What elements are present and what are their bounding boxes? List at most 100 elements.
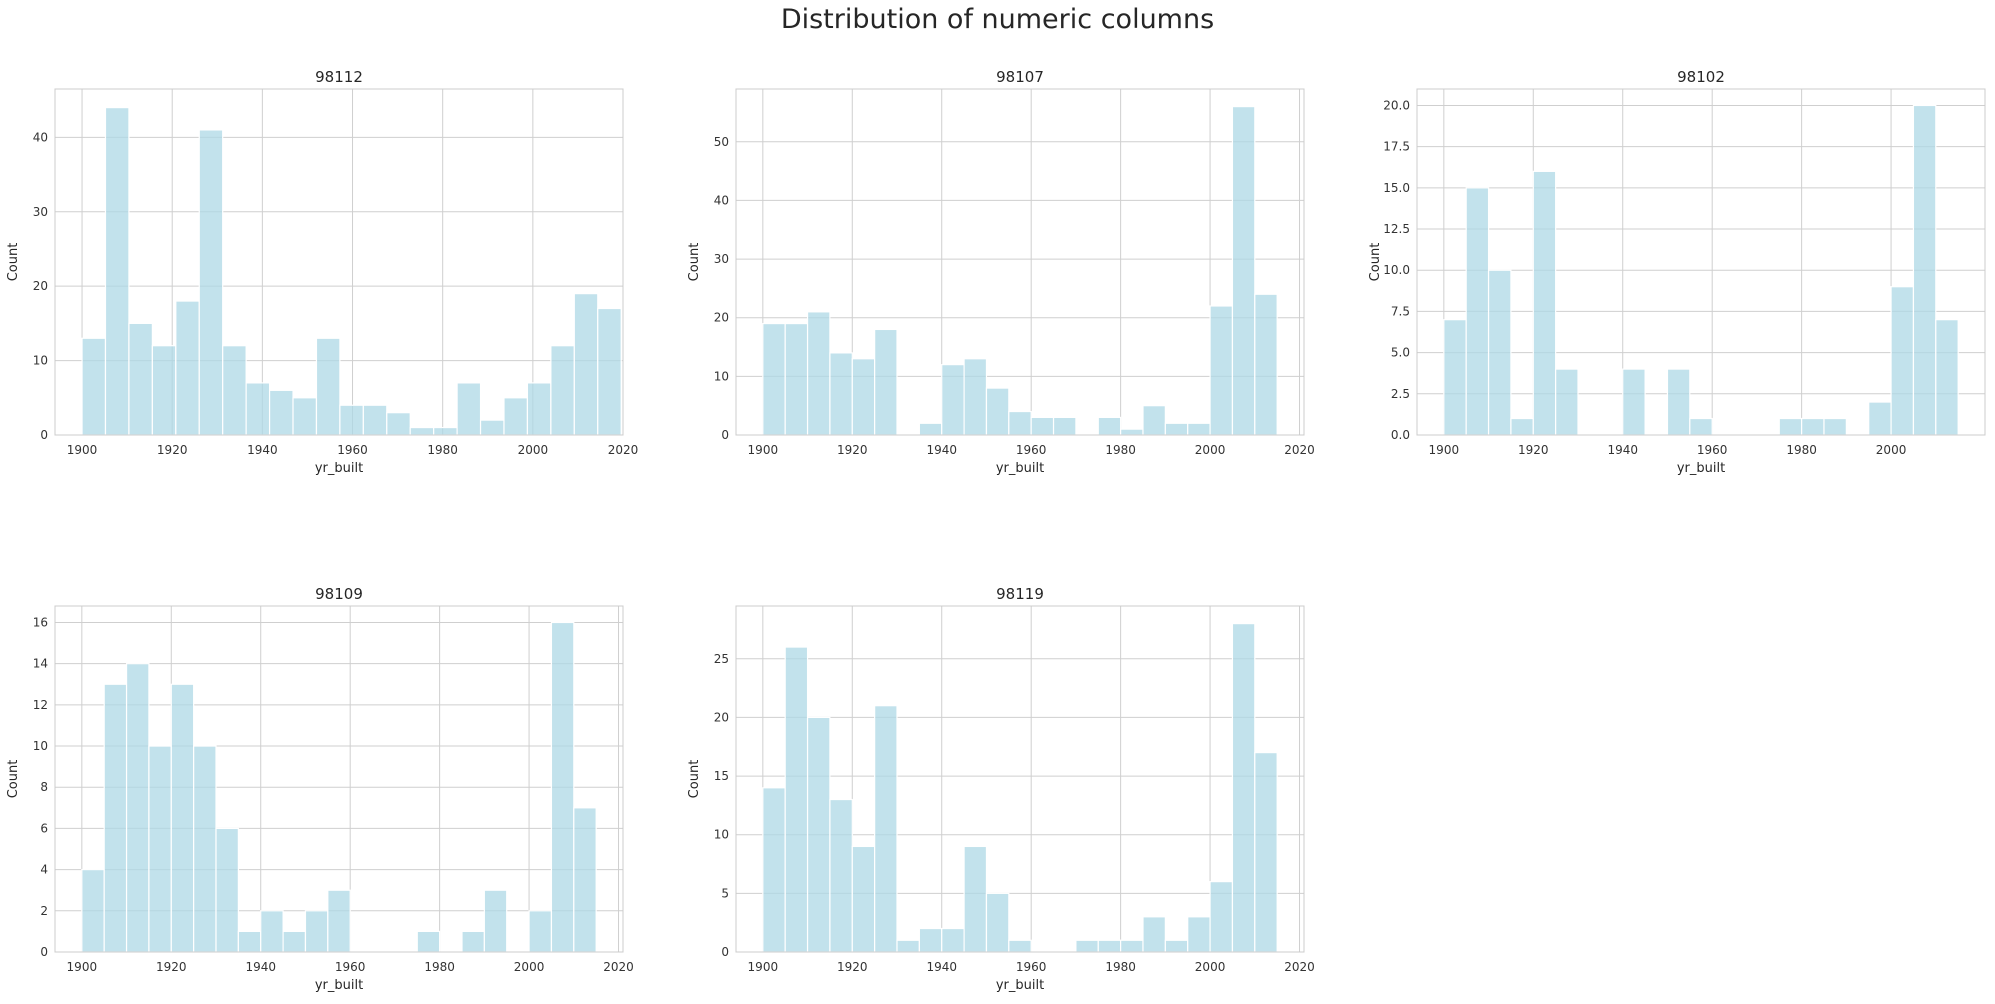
x-tick-label: 2000 [518, 443, 549, 457]
histogram-bar [806, 716, 831, 953]
y-tick-label: 2.5 [1391, 387, 1410, 401]
histogram-bar [1142, 405, 1166, 436]
y-axis-label: Count [6, 243, 21, 282]
histogram-bar [1120, 939, 1144, 953]
axes-frame [735, 605, 1305, 953]
x-tick-label: 1900 [748, 443, 779, 457]
y-tick-label: 2 [40, 904, 48, 918]
x-axis-label: yr_built [315, 461, 363, 476]
histogram-bar [315, 337, 341, 436]
histogram-bar [282, 930, 307, 953]
histogram-bar [985, 387, 1010, 436]
y-tick-label: 20 [714, 311, 729, 325]
histogram-bar [874, 328, 898, 436]
x-tick-label: 1960 [1697, 443, 1728, 457]
histogram-bar [409, 426, 435, 436]
axes-frame [54, 605, 624, 953]
histogram-bar [874, 705, 898, 953]
x-axis-label: yr_built [1677, 461, 1725, 476]
x-tick-label: 1920 [157, 443, 188, 457]
histogram-bar [851, 358, 876, 436]
histogram-bar [1510, 417, 1534, 436]
axes-frame [54, 88, 624, 436]
histogram-bar [985, 892, 1010, 953]
y-tick-label: 12 [33, 698, 48, 712]
histogram-bar [151, 345, 177, 436]
histogram-bar [1532, 170, 1557, 436]
y-tick-label: 40 [33, 130, 48, 144]
histogram-bar [222, 345, 247, 436]
y-axis-label: Count [6, 760, 21, 799]
y-tick-label: 12.5 [1383, 222, 1410, 236]
histogram-bar [963, 358, 988, 436]
histogram-bar [237, 930, 262, 953]
histogram-bar [81, 869, 105, 953]
y-tick-label: 8 [40, 780, 48, 794]
x-tick-label: 2020 [1284, 960, 1315, 974]
y-tick-label: 10 [33, 739, 48, 753]
x-tick-label: 1940 [247, 443, 278, 457]
x-tick-label: 1900 [67, 960, 98, 974]
histogram-bar [784, 646, 809, 953]
histogram-bar [1209, 881, 1234, 953]
histogram-bar [963, 845, 988, 953]
x-tick-label: 2000 [1195, 443, 1226, 457]
histogram-bar [597, 307, 622, 436]
histogram-bar [479, 419, 505, 436]
y-tick-label: 6 [40, 821, 48, 835]
panel-title: 98107 [996, 68, 1044, 86]
histogram-panel-1: 1900 1920 1940 1960 1980 2000 2020 0 10 20 30 40 981… [6, 68, 638, 476]
y-tick-label: 20 [33, 279, 48, 293]
y-tick-label: 5.0 [1391, 346, 1410, 360]
panel-title: 98102 [1677, 68, 1725, 86]
x-tick-label: 2020 [603, 960, 634, 974]
x-tick-label: 2020 [608, 443, 639, 457]
histogram-bar [483, 889, 508, 953]
y-tick-label: 10.0 [1383, 263, 1410, 277]
y-tick-label: 10 [714, 828, 729, 842]
histogram-bar [1120, 428, 1144, 436]
y-tick-label: 17.5 [1383, 140, 1410, 154]
y-tick-label: 50 [714, 135, 729, 149]
histogram-bar [125, 663, 150, 953]
y-tick-label: 0 [40, 945, 48, 959]
x-tick-label: 1940 [926, 960, 957, 974]
x-tick-label: 1980 [424, 960, 455, 974]
histogram-bar [148, 745, 172, 953]
x-tick-label: 1900 [67, 443, 98, 457]
histogram-bar [918, 927, 943, 953]
histogram-bar [941, 927, 965, 953]
y-tick-label: 30 [33, 205, 48, 219]
histogram-bar [1443, 319, 1467, 436]
y-tick-label: 15 [714, 769, 729, 783]
histogram-bar [573, 807, 597, 953]
histogram-bar [784, 322, 809, 436]
x-tick-label: 1960 [335, 960, 366, 974]
histogram-panel-2: 1900 1920 1940 1960 1980 2000 2020 0 10 20 30 40 50 9… [687, 68, 1315, 476]
histogram-bar [215, 827, 239, 953]
histogram-bar [1666, 368, 1691, 436]
histogram-bar [245, 382, 271, 436]
histogram-bar [292, 397, 318, 436]
histogram-bar [941, 364, 965, 436]
x-tick-label: 1920 [1518, 443, 1549, 457]
histogram-panel-5: 1900 1920 1940 1960 1980 2000 2020 0 5 10 15 20 25 98… [687, 585, 1315, 993]
y-axis-label: Count [1368, 243, 1383, 282]
figure-title: Distribution of numeric columns [780, 4, 1215, 35]
x-axis-label: yr_built [996, 978, 1044, 993]
axes-frame [1416, 88, 1986, 436]
histogram-bar [327, 889, 351, 953]
histogram-bar [1097, 416, 1122, 436]
histogram-bar [1689, 417, 1713, 436]
histogram-bar [1142, 916, 1166, 953]
y-tick-label: 0 [721, 428, 729, 442]
y-tick-label: 20 [714, 710, 729, 724]
histogram-bar [1097, 939, 1122, 953]
histogram-bar [806, 311, 831, 436]
histogram-bar [268, 389, 294, 436]
x-tick-label: 1940 [926, 443, 957, 457]
x-tick-label: 1980 [427, 443, 458, 457]
y-tick-label: 40 [714, 193, 729, 207]
histogram-bar [304, 910, 329, 953]
histogram-bar [829, 352, 853, 436]
